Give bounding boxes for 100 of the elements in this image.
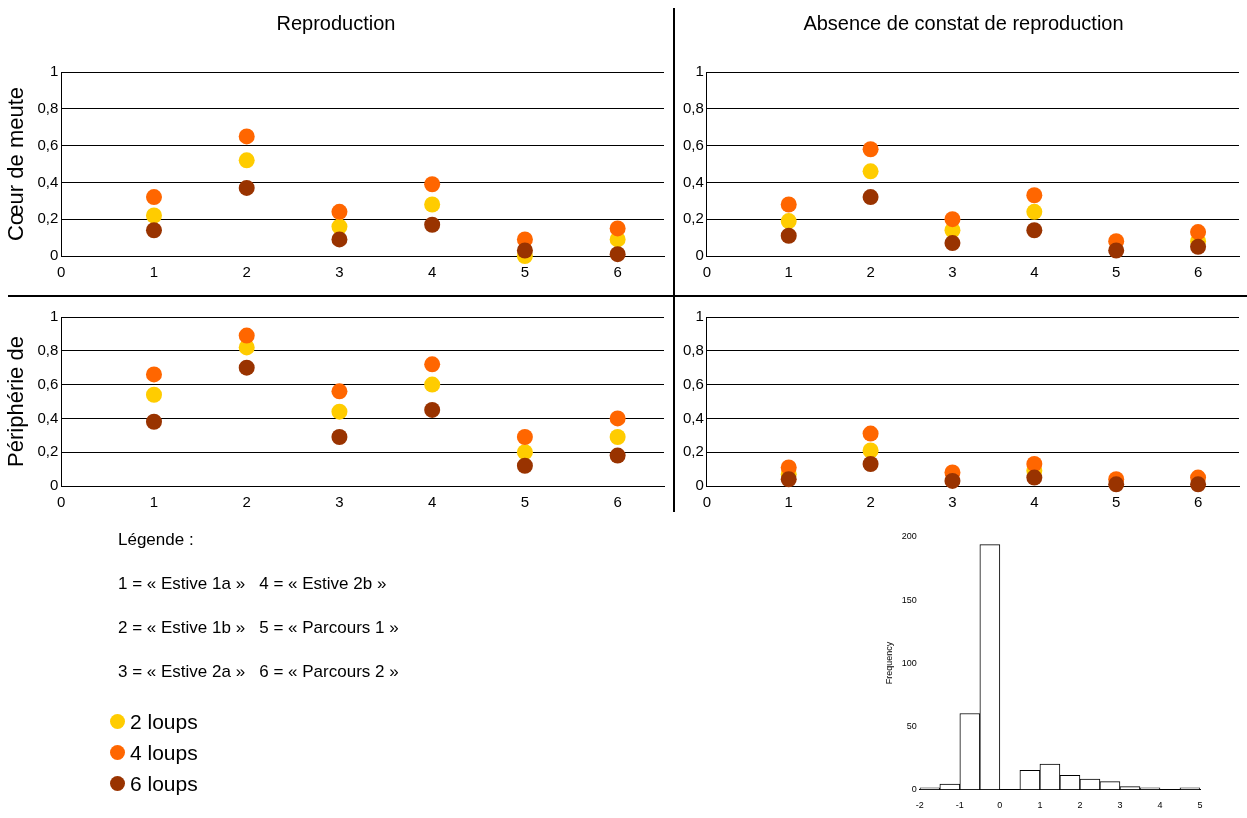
y-tick-label: 0,2 [37, 442, 59, 460]
x-tick-label: 0 [997, 800, 1003, 811]
x-tick-label: 4 [1157, 800, 1163, 811]
y-axis-title: Périphérie de [3, 336, 29, 467]
x-tick-label: 4 [428, 263, 437, 281]
point [331, 428, 348, 445]
point [1190, 224, 1207, 241]
y-tick-label: 0,4 [682, 172, 704, 190]
x-tick-label: 4 [1030, 493, 1039, 511]
y-tick-label: 0,4 [37, 408, 59, 426]
y-tick-label: 1 [49, 62, 59, 80]
x-tick-label: -1 [955, 800, 964, 811]
point [516, 457, 533, 474]
chart-title: Reproduction [275, 12, 397, 35]
point [1026, 456, 1043, 473]
y-axis-title: Frequency [883, 641, 894, 685]
point [944, 472, 961, 489]
x-tick-label: 1 [149, 493, 159, 511]
text: 3 = « Estive 2a » 6 = « Parcours 2 » [118, 662, 399, 683]
point [1108, 242, 1125, 259]
y-tick-label: 0,8 [682, 98, 704, 116]
x-tick-label: 6 [1193, 493, 1203, 511]
point [609, 428, 626, 445]
x-tick-label: 1 [149, 263, 159, 281]
x-tick-label: 6 [1193, 263, 1203, 281]
point [238, 327, 255, 344]
y-tick-label: 0 [695, 476, 704, 494]
point [1026, 469, 1043, 486]
y-tick-label: 0 [911, 783, 917, 794]
point [780, 471, 797, 488]
y-tick-label: 0,6 [682, 135, 704, 153]
y-tick-label: 0 [49, 476, 59, 494]
point [862, 141, 879, 158]
point [862, 456, 879, 473]
y-tick-label: 1 [695, 62, 704, 80]
point [944, 235, 961, 252]
point [862, 442, 879, 459]
x-tick-label: 5 [520, 263, 530, 281]
y-tick-label: 0 [49, 246, 59, 264]
point [145, 189, 162, 206]
x-tick-label: 5 [520, 493, 530, 511]
point [1190, 238, 1207, 255]
x-tick-label: -2 [915, 800, 924, 811]
y-tick-label: 0,6 [37, 135, 59, 153]
y-tick-label: 0 [695, 246, 704, 264]
point [145, 366, 162, 383]
point [145, 207, 162, 224]
point [609, 447, 626, 464]
x-tick-label: 3 [1117, 800, 1123, 811]
legend-label: 4 loups [130, 740, 198, 765]
point [1026, 222, 1043, 239]
x-tick-label: 3 [948, 493, 957, 511]
point [238, 128, 255, 145]
point [331, 403, 348, 420]
point [238, 179, 255, 196]
point [145, 222, 162, 239]
point [780, 227, 797, 244]
y-tick-label: 150 [901, 594, 917, 605]
y-tick-label: 0,4 [37, 172, 59, 190]
y-tick-label: 0,8 [682, 340, 704, 358]
y-tick-label: 0,8 [37, 98, 59, 116]
x-tick-label: 4 [1030, 263, 1039, 281]
text: Légende : [118, 530, 195, 551]
x-tick-label: 6 [613, 263, 622, 281]
y-tick-label: 0,6 [682, 374, 704, 392]
point [516, 444, 533, 461]
y-tick-label: 200 [901, 531, 917, 542]
point [424, 401, 441, 418]
point [331, 231, 348, 248]
point [1108, 476, 1125, 493]
point [424, 376, 441, 393]
y-tick-label: 50 [906, 720, 917, 731]
legend-label: 6 loups [130, 771, 198, 796]
text: 1 = « Estive 1a » 4 = « Estive 2b » [118, 574, 388, 595]
x-tick-label: 2 [866, 493, 875, 511]
x-tick-label: 3 [948, 263, 957, 281]
point [944, 211, 961, 228]
y-tick-label: 0,8 [37, 340, 59, 358]
y-tick-label: 1 [695, 307, 704, 325]
point [516, 428, 533, 445]
y-axis-title: Cœur de meute [3, 86, 29, 242]
point [780, 213, 797, 230]
point [145, 386, 162, 403]
point [516, 242, 533, 259]
point [780, 196, 797, 213]
point [609, 220, 626, 237]
y-tick-label: 0,2 [37, 209, 59, 227]
point [862, 425, 879, 442]
point [331, 203, 348, 220]
point [331, 383, 348, 400]
point [145, 413, 162, 430]
x-tick-label: 1 [784, 493, 793, 511]
y-tick-label: 0,2 [682, 209, 704, 227]
x-tick-label: 5 [1112, 263, 1121, 281]
point [1190, 476, 1207, 493]
x-tick-label: 5 [1112, 493, 1121, 511]
point [862, 163, 879, 180]
y-tick-label: 0,2 [682, 442, 704, 460]
point [1026, 203, 1043, 220]
y-tick-label: 0,6 [37, 374, 59, 392]
